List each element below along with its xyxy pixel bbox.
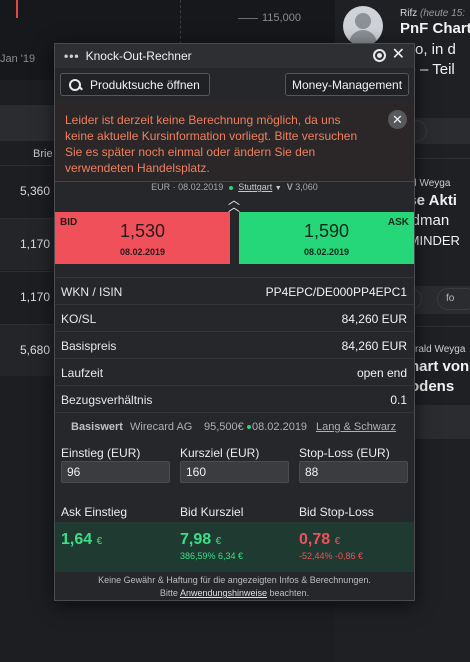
underlying-price: 95,500€: [204, 421, 244, 433]
stoploss-label: Stop-Loss (EUR): [299, 446, 390, 460]
bid-price: 1,530: [119, 221, 166, 241]
table-cell: 5,680: [20, 343, 51, 357]
detail-value: PP4EPC/DE000PP4EPC1: [265, 285, 407, 299]
table-cell: 1,170: [20, 237, 51, 251]
dialog-title: Knock-Out-Rechner: [85, 49, 192, 63]
ask-entry-result: 1,64 €: [61, 531, 103, 548]
detail-row-basispreis: Basispreis 84,260 EUR: [55, 331, 414, 358]
currency-date: EUR · 08.02.2019: [151, 182, 224, 192]
close-icon[interactable]: ✕: [391, 46, 405, 63]
entry-label: Einstieg (EUR): [61, 446, 141, 460]
bid-stoploss-header: Bid Stop-Loss: [299, 505, 374, 519]
axis-date: Jan '19: [0, 53, 36, 65]
news-action[interactable]: fo: [437, 288, 470, 310]
calculator-inputs: Einstieg (EUR) Kursziel (EUR) Stop-Loss …: [55, 441, 414, 497]
stoploss-field: Stop-Loss (EUR): [299, 441, 408, 483]
entry-input[interactable]: [61, 461, 170, 483]
search-icon: [69, 78, 81, 91]
news-headline[interactable]: PnF Chart: [400, 20, 470, 37]
column-header: Brie: [33, 148, 53, 160]
volume-value: 3,060: [295, 182, 318, 192]
status-dot-icon: [247, 425, 251, 430]
news-author: rald Weyga: [415, 344, 466, 355]
bid-stoploss-result: 0,78 € -52,44% -0,86 €: [299, 531, 364, 561]
exchange-info: EUR · 08.02.2019 Stuttgart ▼ V 3,060: [55, 182, 414, 198]
bid-stoploss-value: 0,78: [299, 531, 331, 548]
stoploss-input[interactable]: [299, 461, 408, 483]
table-cell: 5,360: [20, 184, 51, 198]
news-headline[interactable]: hart von: [410, 358, 470, 375]
dialog-titlebar[interactable]: ••• Knock-Out-Rechner ✕: [55, 44, 414, 68]
ask-date: 08.02.2019: [303, 247, 350, 257]
chevron-down-icon[interactable]: ▼: [274, 185, 282, 192]
dialog-toolbar: Produktsuche öffnen Money-Management: [55, 68, 414, 102]
bid-target-change: 386,59% 6,34 €: [180, 551, 244, 561]
axis-value: 115,000: [262, 12, 301, 24]
volume-label: V: [286, 182, 293, 192]
detail-value: 84,260 EUR: [341, 339, 407, 353]
detail-key: WKN / ISIN: [61, 285, 123, 299]
underlying-row: Basiswert Wirecard AG 95,500€ 08.02.2019…: [55, 412, 414, 439]
ask-quote[interactable]: ASK 1,590 08.02.2019: [239, 212, 414, 264]
product-search-button[interactable]: Produktsuche öffnen: [60, 73, 210, 96]
target-input[interactable]: [180, 461, 289, 483]
detail-key: Bezugsverhältnis: [61, 393, 153, 407]
dismiss-warning-icon[interactable]: ✕: [388, 110, 407, 129]
avatar: [343, 6, 383, 46]
bid-target-header: Bid Kursziel: [180, 505, 244, 519]
underlying-name: Wirecard AG: [130, 421, 193, 433]
detail-value: 0.1: [390, 393, 407, 407]
bid-target-value: 7,98: [180, 531, 212, 548]
usage-notes-link[interactable]: Anwendungshinweise: [179, 588, 268, 598]
detail-key: Laufzeit: [61, 366, 104, 380]
record-icon[interactable]: [373, 49, 386, 62]
ask-label: ASK: [387, 217, 409, 228]
disclaimer-text: Keine Gewähr & Haftung für die angezeigt…: [98, 575, 371, 585]
underlying-exchange-link[interactable]: Lang & Schwarz: [316, 421, 397, 433]
bid-date: 08.02.2019: [119, 247, 166, 257]
chart-candle: [16, 0, 18, 18]
bid-quote[interactable]: BID 1,530 08.02.2019: [55, 212, 230, 264]
disclaimer-post: beachten.: [269, 588, 310, 598]
knock-out-calculator-dialog: ••• Knock-Out-Rechner ✕ Produktsuche öff…: [54, 43, 415, 601]
detail-key: Basispreis: [61, 339, 117, 353]
product-details: WKN / ISIN PP4EPC/DE000PP4EPC1 KO/SL 84,…: [55, 277, 414, 439]
detail-row-laufzeit: Laufzeit open end: [55, 358, 414, 385]
detail-value: 84,260 EUR: [341, 312, 407, 326]
results-panel: 1,64 € 7,98 € 386,59% 6,34 € 0,78 € -52,…: [55, 522, 414, 572]
status-dot-icon: [228, 185, 233, 190]
underlying-label: Basiswert: [71, 421, 123, 433]
detail-key: KO/SL: [61, 312, 97, 326]
detail-row-wkn-isin: WKN / ISIN PP4EPC/DE000PP4EPC1: [55, 277, 414, 304]
axis-tick: [238, 18, 258, 19]
money-management-button[interactable]: Money-Management: [285, 73, 409, 96]
bid-label: BID: [60, 217, 78, 228]
bid-target-result: 7,98 € 386,59% 6,34 €: [180, 531, 244, 561]
drag-handle-icon[interactable]: •••: [64, 49, 80, 63]
chart-gridline: [180, 0, 181, 80]
news-text: odens: [410, 378, 455, 395]
ask-entry-header: Ask Einstieg: [61, 505, 128, 519]
bid-stoploss-change: -52,44% -0,86 €: [299, 551, 364, 561]
news-author: rald Weyga: [400, 178, 451, 189]
table-cell: 1,170: [20, 290, 51, 304]
ask-entry-value: 1,64: [61, 531, 93, 548]
warning-banner: Leider ist derzeit keine Berechnung mögl…: [55, 102, 414, 182]
target-field: Kursziel (EUR): [180, 441, 289, 483]
results-header: Ask Einstieg Bid Kursziel Bid Stop-Loss: [55, 503, 414, 523]
entry-field: Einstieg (EUR): [61, 441, 170, 483]
underlying-date: 08.02.2019: [247, 421, 307, 433]
ask-price: 1,590: [303, 221, 350, 241]
expand-chevrons-icon[interactable]: ︿ ︿: [228, 193, 241, 214]
disclaimer-footer: Keine Gewähr & Haftung für die angezeigt…: [55, 572, 414, 600]
disclaimer-pre: Bitte: [159, 588, 178, 598]
detail-value: open end: [356, 366, 407, 380]
product-search-label: Produktsuche öffnen: [90, 77, 200, 92]
venue-select[interactable]: Stuttgart: [238, 182, 273, 192]
news-author: Rifz (heute 15:: [400, 8, 466, 19]
target-label: Kursziel (EUR): [180, 446, 260, 460]
detail-row-bezugsverhaeltnis: Bezugsverhältnis 0.1: [55, 385, 414, 412]
detail-row-ko-sl: KO/SL 84,260 EUR: [55, 304, 414, 331]
warning-message: Leider ist derzeit keine Berechnung mögl…: [65, 113, 358, 175]
